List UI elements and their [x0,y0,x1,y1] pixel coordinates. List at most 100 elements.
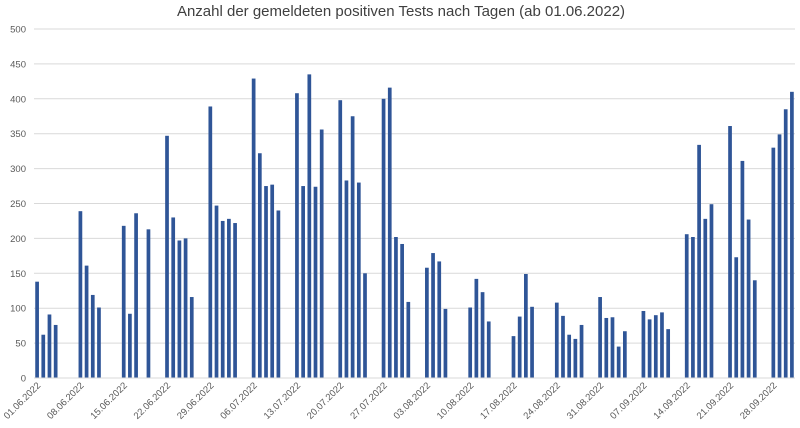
bar [684,234,689,378]
bar [208,106,213,378]
bar [356,182,361,378]
bar [319,129,324,378]
bar [338,100,343,378]
y-tick-label: 350 [10,129,26,140]
x-tick-label: 06.07.2022 [218,380,259,421]
bar [177,240,182,378]
bar [530,306,534,378]
bar [524,274,528,378]
bar [165,135,169,378]
bar [604,317,609,378]
x-tick-label: 15.06.2022 [88,380,129,421]
bar [697,144,701,378]
bar [486,321,491,378]
bar [381,98,386,379]
bar [567,334,572,378]
y-tick-label: 450 [10,59,26,70]
bar [653,315,658,378]
x-tick-label: 17.08.2022 [478,380,519,421]
bar [623,331,627,378]
x-tick-label: 14.09.2022 [651,380,692,421]
bar [480,292,485,378]
x-tick-label: 01.06.2022 [2,380,43,421]
bar [406,301,411,378]
bar [579,324,584,378]
bar [709,204,714,378]
bar [214,205,219,378]
chart-title: Anzahl der gemeldeten positiven Tests na… [177,3,625,20]
bar [468,307,473,378]
y-tick-label: 250 [10,199,26,210]
y-tick-label: 100 [10,304,26,315]
bar [251,78,256,378]
bar [573,338,578,378]
bar [437,261,442,378]
bars [35,74,794,379]
x-tick-label: 03.08.2022 [392,380,433,421]
bar [276,210,281,378]
bar [301,186,305,378]
x-tick-label: 31.08.2022 [565,380,606,421]
bar [146,229,151,378]
y-axis: 0 50 100 150 200 250 300 350 400 450 500 [10,25,26,385]
bar [771,147,776,378]
bar [84,265,89,378]
x-tick-label: 28.09.2022 [738,380,779,421]
bar [363,273,367,378]
y-tick-label: 500 [10,25,26,36]
bar [295,93,299,378]
x-tick-label: 07.09.2022 [608,380,649,421]
bar [387,87,392,378]
bar [691,237,695,378]
bar [660,312,664,378]
bar [517,316,522,378]
bar [264,186,268,378]
x-tick-label: 21.09.2022 [695,380,736,421]
bar [134,213,138,378]
bar [728,126,732,379]
bar [47,314,52,378]
bar [734,257,739,378]
y-tick-label: 50 [15,339,26,350]
y-tick-label: 400 [10,94,26,105]
x-tick-label: 22.06.2022 [132,380,173,421]
x-tick-label: 10.08.2022 [435,380,476,421]
bar [790,91,794,378]
bar [752,280,757,378]
bar [561,315,565,378]
bar [598,297,602,378]
bar [171,217,176,378]
bar [703,218,708,378]
bar [270,184,275,378]
x-tick-label: 08.06.2022 [45,380,86,421]
bar [128,313,132,378]
bar [90,294,95,378]
bar [307,74,312,379]
x-tick-label: 29.06.2022 [175,380,216,421]
bar [610,317,615,378]
bar [443,308,448,378]
bar [53,324,58,378]
y-tick-label: 300 [10,164,26,175]
bar [344,180,349,378]
y-tick-label: 200 [10,234,26,245]
bar [257,153,262,378]
bar [746,219,751,378]
x-axis: 01.06.2022 08.06.2022 15.06.2022 22.06.2022… [2,380,780,421]
bar [647,319,652,378]
bar [313,186,318,378]
x-tick-label: 13.07.2022 [262,380,303,421]
bar [666,329,671,378]
bar [121,225,126,378]
bar [183,238,188,378]
x-tick-label: 24.08.2022 [522,380,563,421]
bar [641,310,646,378]
bar [400,243,404,378]
bar [227,218,231,378]
bar [740,160,745,378]
bar [431,253,435,378]
y-tick-label: 0 [21,374,26,385]
bar [394,237,398,378]
bar [425,267,429,378]
